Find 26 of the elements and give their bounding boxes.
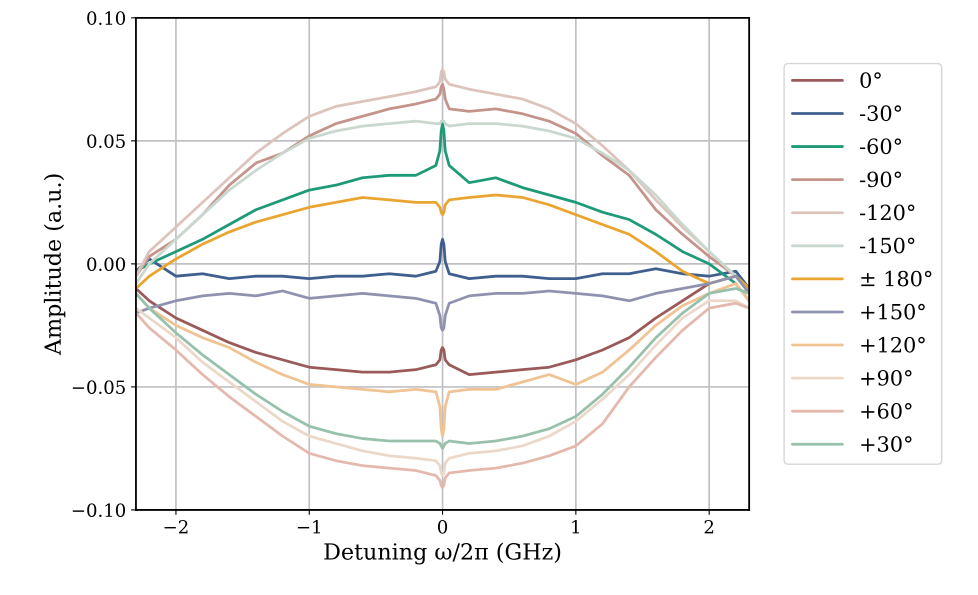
legend-label: ± 180°: [861, 270, 932, 286]
x-tick-label: 2: [704, 520, 714, 534]
y-tick-label: 0.00: [87, 257, 126, 271]
legend-label: -60°: [860, 138, 902, 154]
y-tick-label: 0.05: [87, 134, 125, 148]
legend-label: 0°: [860, 72, 881, 88]
legend-label: +120°: [861, 336, 925, 353]
legend-label: +30°: [861, 436, 912, 452]
legend-label: +90°: [861, 370, 912, 386]
x-tick-label: 0: [438, 520, 448, 534]
legend-label: -120°: [860, 204, 914, 220]
legend-label: -150°: [860, 238, 914, 254]
y-tick-label: 0.10: [87, 11, 126, 25]
legend-label: +150°: [861, 304, 925, 320]
x-tick-label: 1: [572, 520, 580, 534]
x-tick-label: −2: [164, 520, 188, 534]
x-axis-title: Detuning ω/2π (GHz): [324, 542, 560, 564]
y-tick-label: −0.05: [72, 380, 125, 394]
legend-label: +60°: [861, 403, 912, 419]
x-tick-label: −1: [298, 520, 320, 534]
legend-label: -90°: [860, 171, 902, 188]
legend-label: -30°: [860, 105, 902, 122]
line-series: [136, 274, 750, 332]
y-tick-label: −0.10: [72, 503, 126, 518]
line-series: [136, 194, 750, 290]
y-axis-title: Amplitude (a.u.): [44, 174, 66, 356]
